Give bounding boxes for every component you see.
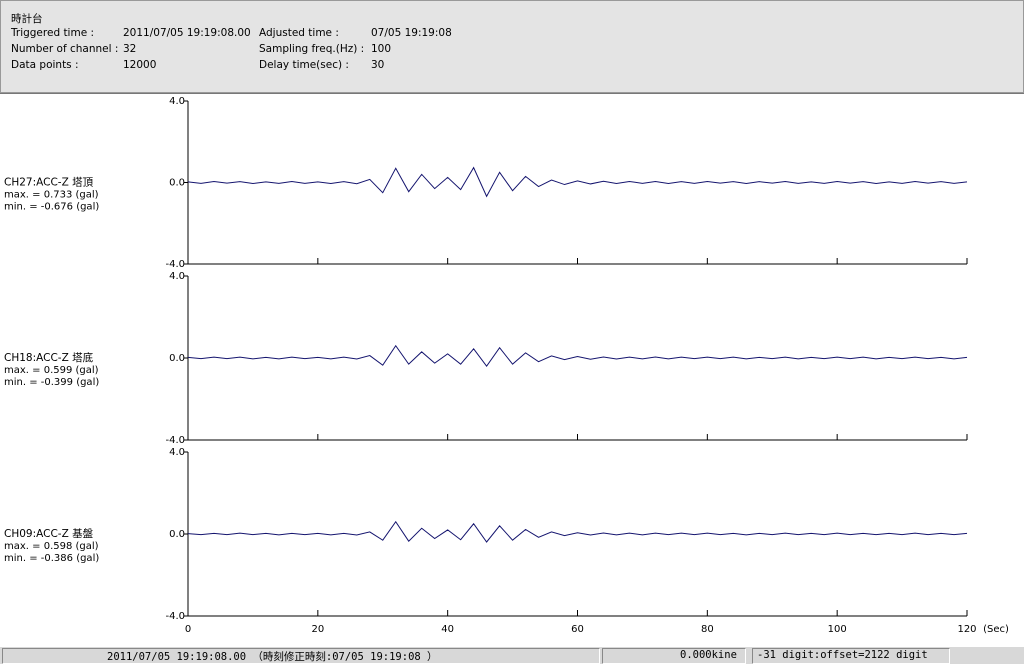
channel-min: min. = -0.399 (gal): [4, 377, 99, 388]
field-value: 30: [371, 59, 385, 71]
channel-min: min. = -0.386 (gal): [4, 553, 99, 564]
status-velocity: 0.000kine: [680, 649, 737, 661]
field-value: 100: [371, 43, 392, 55]
channel-max: max. = 0.599 (gal): [4, 365, 99, 376]
x-tick-label: 120: [957, 624, 976, 635]
x-tick-label: 0: [185, 624, 191, 635]
field-label: Number of channel :: [11, 43, 119, 55]
x-tick-label: 40: [441, 624, 454, 635]
x-axis-label: (Sec): [983, 624, 1009, 635]
station-title: 時計台: [11, 13, 43, 25]
status-digit: -31 digit:offset=2122 digit: [757, 649, 928, 661]
field-label: Data points :: [11, 59, 79, 71]
y-tick-label: 0.0: [169, 353, 185, 364]
channel-min: min. = -0.676 (gal): [4, 202, 99, 213]
y-tick-label: 0.0: [169, 178, 185, 189]
field-label: Adjusted time :: [259, 27, 339, 39]
x-tick-label: 20: [311, 624, 324, 635]
waveform: [187, 520, 968, 543]
field-value: 32: [123, 43, 137, 55]
y-tick-label: 4.0: [169, 447, 185, 458]
x-tick-label: 100: [828, 624, 847, 635]
field-value: 07/05 19:19:08: [371, 27, 452, 39]
field-label: Delay time(sec) :: [259, 59, 349, 71]
waveform: [187, 166, 968, 198]
channel-name: CH27:ACC-Z 塔頂: [4, 176, 94, 189]
y-tick-label: 4.0: [169, 271, 185, 282]
header-panel: 時計台 Triggered time : 2011/07/05 19:19:08.…: [0, 0, 1024, 93]
channel-name: CH09:ACC-Z 基盤: [4, 527, 94, 540]
channel-name: CH18:ACC-Z 塔底: [4, 351, 94, 364]
status-bar: 2011/07/05 19:19:08.00 （時刻修正時刻:07/05 19:…: [0, 647, 1024, 664]
y-tick-label: 0.0: [169, 529, 185, 540]
y-tick-label: -4.0: [165, 611, 185, 622]
channel-max: max. = 0.598 (gal): [4, 541, 99, 552]
y-tick-label: -4.0: [165, 259, 185, 270]
x-tick-label: 80: [701, 624, 714, 635]
x-tick-label: 60: [571, 624, 584, 635]
field-value: 12000: [123, 59, 157, 71]
field-value: 2011/07/05 19:19:08.00: [123, 27, 251, 39]
y-tick-label: 4.0: [169, 96, 185, 107]
field-label: Sampling freq.(Hz) :: [259, 43, 365, 55]
status-time: 2011/07/05 19:19:08.00 （時刻修正時刻:07/05 19:…: [107, 651, 438, 663]
waveform: [187, 344, 968, 368]
field-label: Triggered time :: [11, 27, 95, 39]
y-tick-label: -4.0: [165, 435, 185, 446]
channel-max: max. = 0.733 (gal): [4, 190, 99, 201]
